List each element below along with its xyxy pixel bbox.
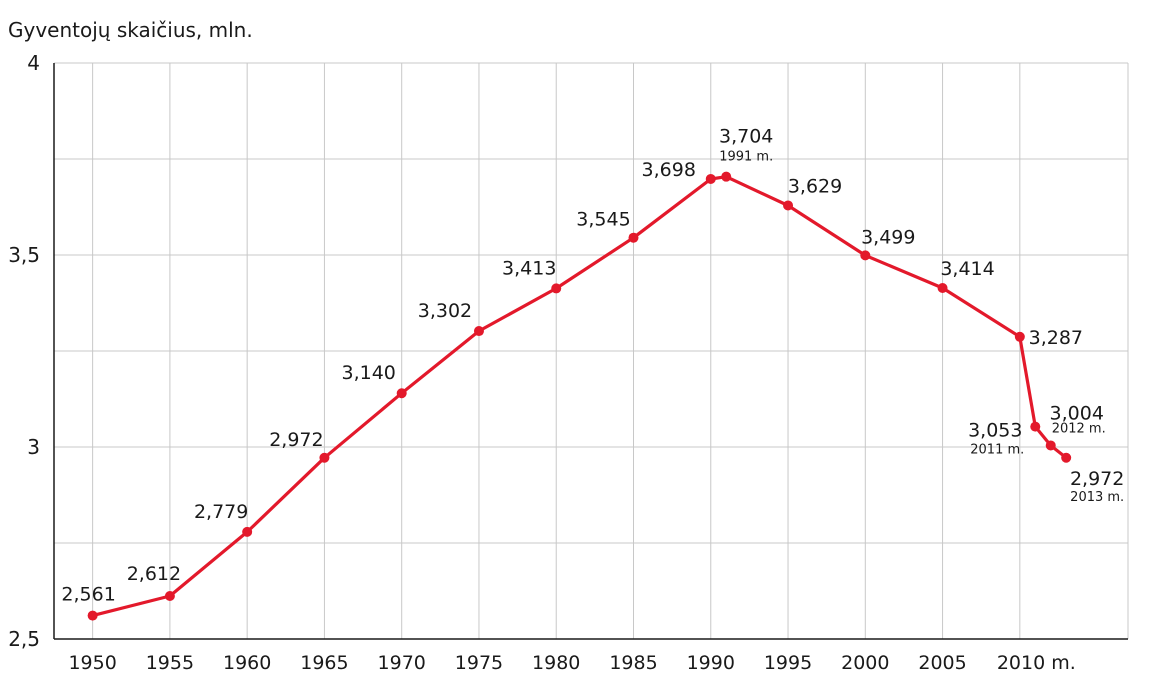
data-label: 3,704: [719, 126, 773, 148]
data-label-note: 2012 m.: [1052, 421, 1106, 436]
data-point: [1030, 421, 1041, 432]
x-tick-label: 1980: [532, 652, 580, 674]
x-tick-label: 2010 m.: [997, 652, 1076, 674]
data-label: 3,302: [418, 300, 472, 322]
data-label: 3,140: [341, 362, 395, 384]
data-point: [1045, 440, 1056, 451]
data-point: [396, 388, 407, 399]
data-point: [1014, 331, 1025, 342]
data-point: [473, 326, 484, 337]
data-label: 2,612: [127, 563, 181, 585]
data-label: 3,545: [576, 209, 630, 231]
x-tick-label: 1985: [609, 652, 657, 674]
y-tick-label: 3: [27, 435, 40, 459]
data-point: [1061, 452, 1072, 463]
data-label: 2,561: [61, 584, 115, 606]
data-label-note: 2011 m.: [970, 443, 1024, 458]
x-tick-label: 1990: [687, 652, 735, 674]
chart-title: Gyventojų skaičius, mln.: [8, 18, 253, 42]
data-point: [87, 610, 98, 621]
data-label: 2,972: [1070, 468, 1124, 490]
y-tick-label: 2,5: [8, 627, 40, 651]
series: [87, 171, 1072, 621]
x-tick-label: 2005: [918, 652, 966, 674]
data-point: [860, 250, 871, 261]
data-label: 3,004: [1050, 402, 1104, 424]
x-tick-label: 1995: [764, 652, 812, 674]
data-point: [783, 200, 794, 211]
data-label: 2,972: [269, 429, 323, 451]
x-tick-label: 1965: [300, 652, 348, 674]
tick-labels: 2,5 3 3,5 4 1950 1955 1960 1965 1970 1975 1980 1985…: [8, 51, 1076, 674]
y-tick-label: 3,5: [8, 243, 40, 267]
data-label: 3,629: [788, 175, 842, 197]
data-point: [937, 283, 948, 294]
x-tick-label: 1970: [378, 652, 426, 674]
data-label: 3,287: [1029, 327, 1083, 349]
data-point: [705, 173, 716, 184]
x-tick-label: 1950: [68, 652, 116, 674]
x-tick-label: 1960: [223, 652, 271, 674]
data-label: 3,698: [642, 159, 696, 181]
data-labels: 2,561 2,612 2,779 2,972 3,140 3,302 3,413 3,545…: [61, 126, 1124, 606]
data-label: 3,499: [861, 226, 915, 248]
x-tick-label: 1955: [146, 652, 194, 674]
data-point: [319, 452, 330, 463]
data-point: [628, 232, 639, 243]
data-label: 3,414: [940, 258, 994, 280]
data-point: [721, 171, 732, 182]
x-tick-label: 2000: [841, 652, 889, 674]
series-line: [90, 175, 1068, 618]
data-label: 3,413: [502, 257, 556, 279]
y-tick-label: 4: [27, 51, 40, 75]
x-tick-label: 1975: [455, 652, 503, 674]
data-point: [242, 526, 253, 537]
data-point: [164, 590, 175, 601]
data-label-note: 2013 m.: [1070, 490, 1124, 505]
data-point: [551, 283, 562, 294]
axes: [53, 63, 1128, 640]
grid: [54, 62, 1129, 639]
data-label-note: 1991 m.: [719, 150, 773, 165]
data-label: 2,779: [194, 501, 248, 523]
data-label: 3,053: [968, 420, 1022, 442]
